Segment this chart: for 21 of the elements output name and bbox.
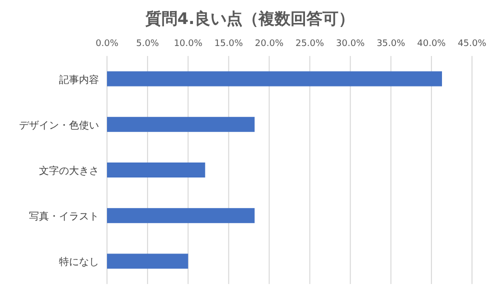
x-tick-label: 25.0% [295, 39, 325, 49]
x-tick-label: 10.0% [174, 39, 203, 49]
y-tick-label: 特になし [59, 256, 99, 268]
bar [107, 208, 255, 224]
x-tick-label: 15.0% [214, 39, 244, 49]
x-tick-label: 40.0% [417, 39, 446, 49]
y-tick-label: デザイン・色使い [19, 119, 99, 132]
x-tick-label: 45.0% [458, 39, 487, 49]
bar [107, 71, 442, 86]
bar [107, 254, 188, 269]
x-tick-label: 35.0% [376, 39, 406, 49]
y-tick-label: 文字の大きさ [39, 165, 99, 177]
chart-title: 質問4.良い点（複数回答可） [144, 9, 355, 28]
y-tick-label: 写真・イラスト [29, 210, 99, 223]
x-tick-label: 30.0% [336, 39, 366, 49]
y-tick-label: 記事内容 [59, 74, 99, 86]
x-tick-label: 5.0% [136, 39, 160, 49]
x-tick-label: 20.0% [254, 39, 284, 49]
bar [107, 116, 255, 132]
x-tick-label: 0.0% [96, 39, 119, 49]
bar [107, 162, 206, 178]
